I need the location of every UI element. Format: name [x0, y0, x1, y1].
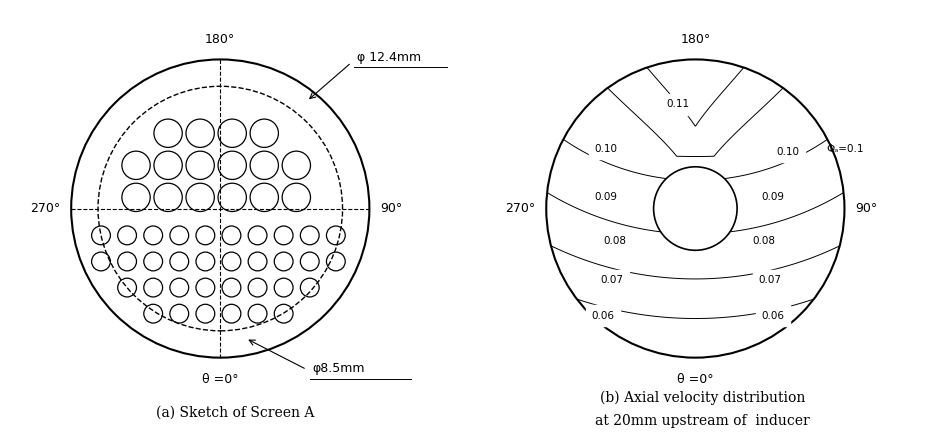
Text: 0.10: 0.10 [777, 147, 799, 157]
Text: 0.06: 0.06 [762, 311, 784, 321]
Text: 0.11: 0.11 [666, 99, 689, 109]
Text: 180°: 180° [680, 33, 710, 46]
Text: 0.09: 0.09 [762, 192, 784, 202]
Text: θ =0°: θ =0° [677, 372, 714, 386]
Text: 270°: 270° [31, 202, 61, 215]
Text: 90°: 90° [380, 202, 402, 215]
Text: θ =0°: θ =0° [202, 372, 238, 386]
Text: 0.07: 0.07 [600, 275, 624, 285]
Text: 0.08: 0.08 [603, 236, 627, 246]
Text: Φₐ=0.1: Φₐ=0.1 [826, 144, 864, 154]
Text: at 20mm upstream of  inducer: at 20mm upstream of inducer [596, 414, 810, 428]
Text: (a) Sketch of Screen A: (a) Sketch of Screen A [156, 406, 314, 420]
Text: 0.10: 0.10 [595, 144, 617, 154]
Text: φ8.5mm: φ8.5mm [312, 362, 365, 375]
Text: 270°: 270° [506, 202, 536, 215]
Text: (b) Axial velocity distribution: (b) Axial velocity distribution [600, 391, 806, 405]
Text: φ 12.4mm: φ 12.4mm [357, 51, 421, 64]
Text: 0.09: 0.09 [595, 192, 617, 202]
Text: 0.08: 0.08 [752, 236, 776, 246]
Circle shape [654, 167, 737, 250]
Text: 180°: 180° [205, 33, 235, 46]
Text: 0.07: 0.07 [759, 275, 781, 285]
Text: 90°: 90° [855, 202, 877, 215]
Text: 0.06: 0.06 [591, 311, 614, 321]
